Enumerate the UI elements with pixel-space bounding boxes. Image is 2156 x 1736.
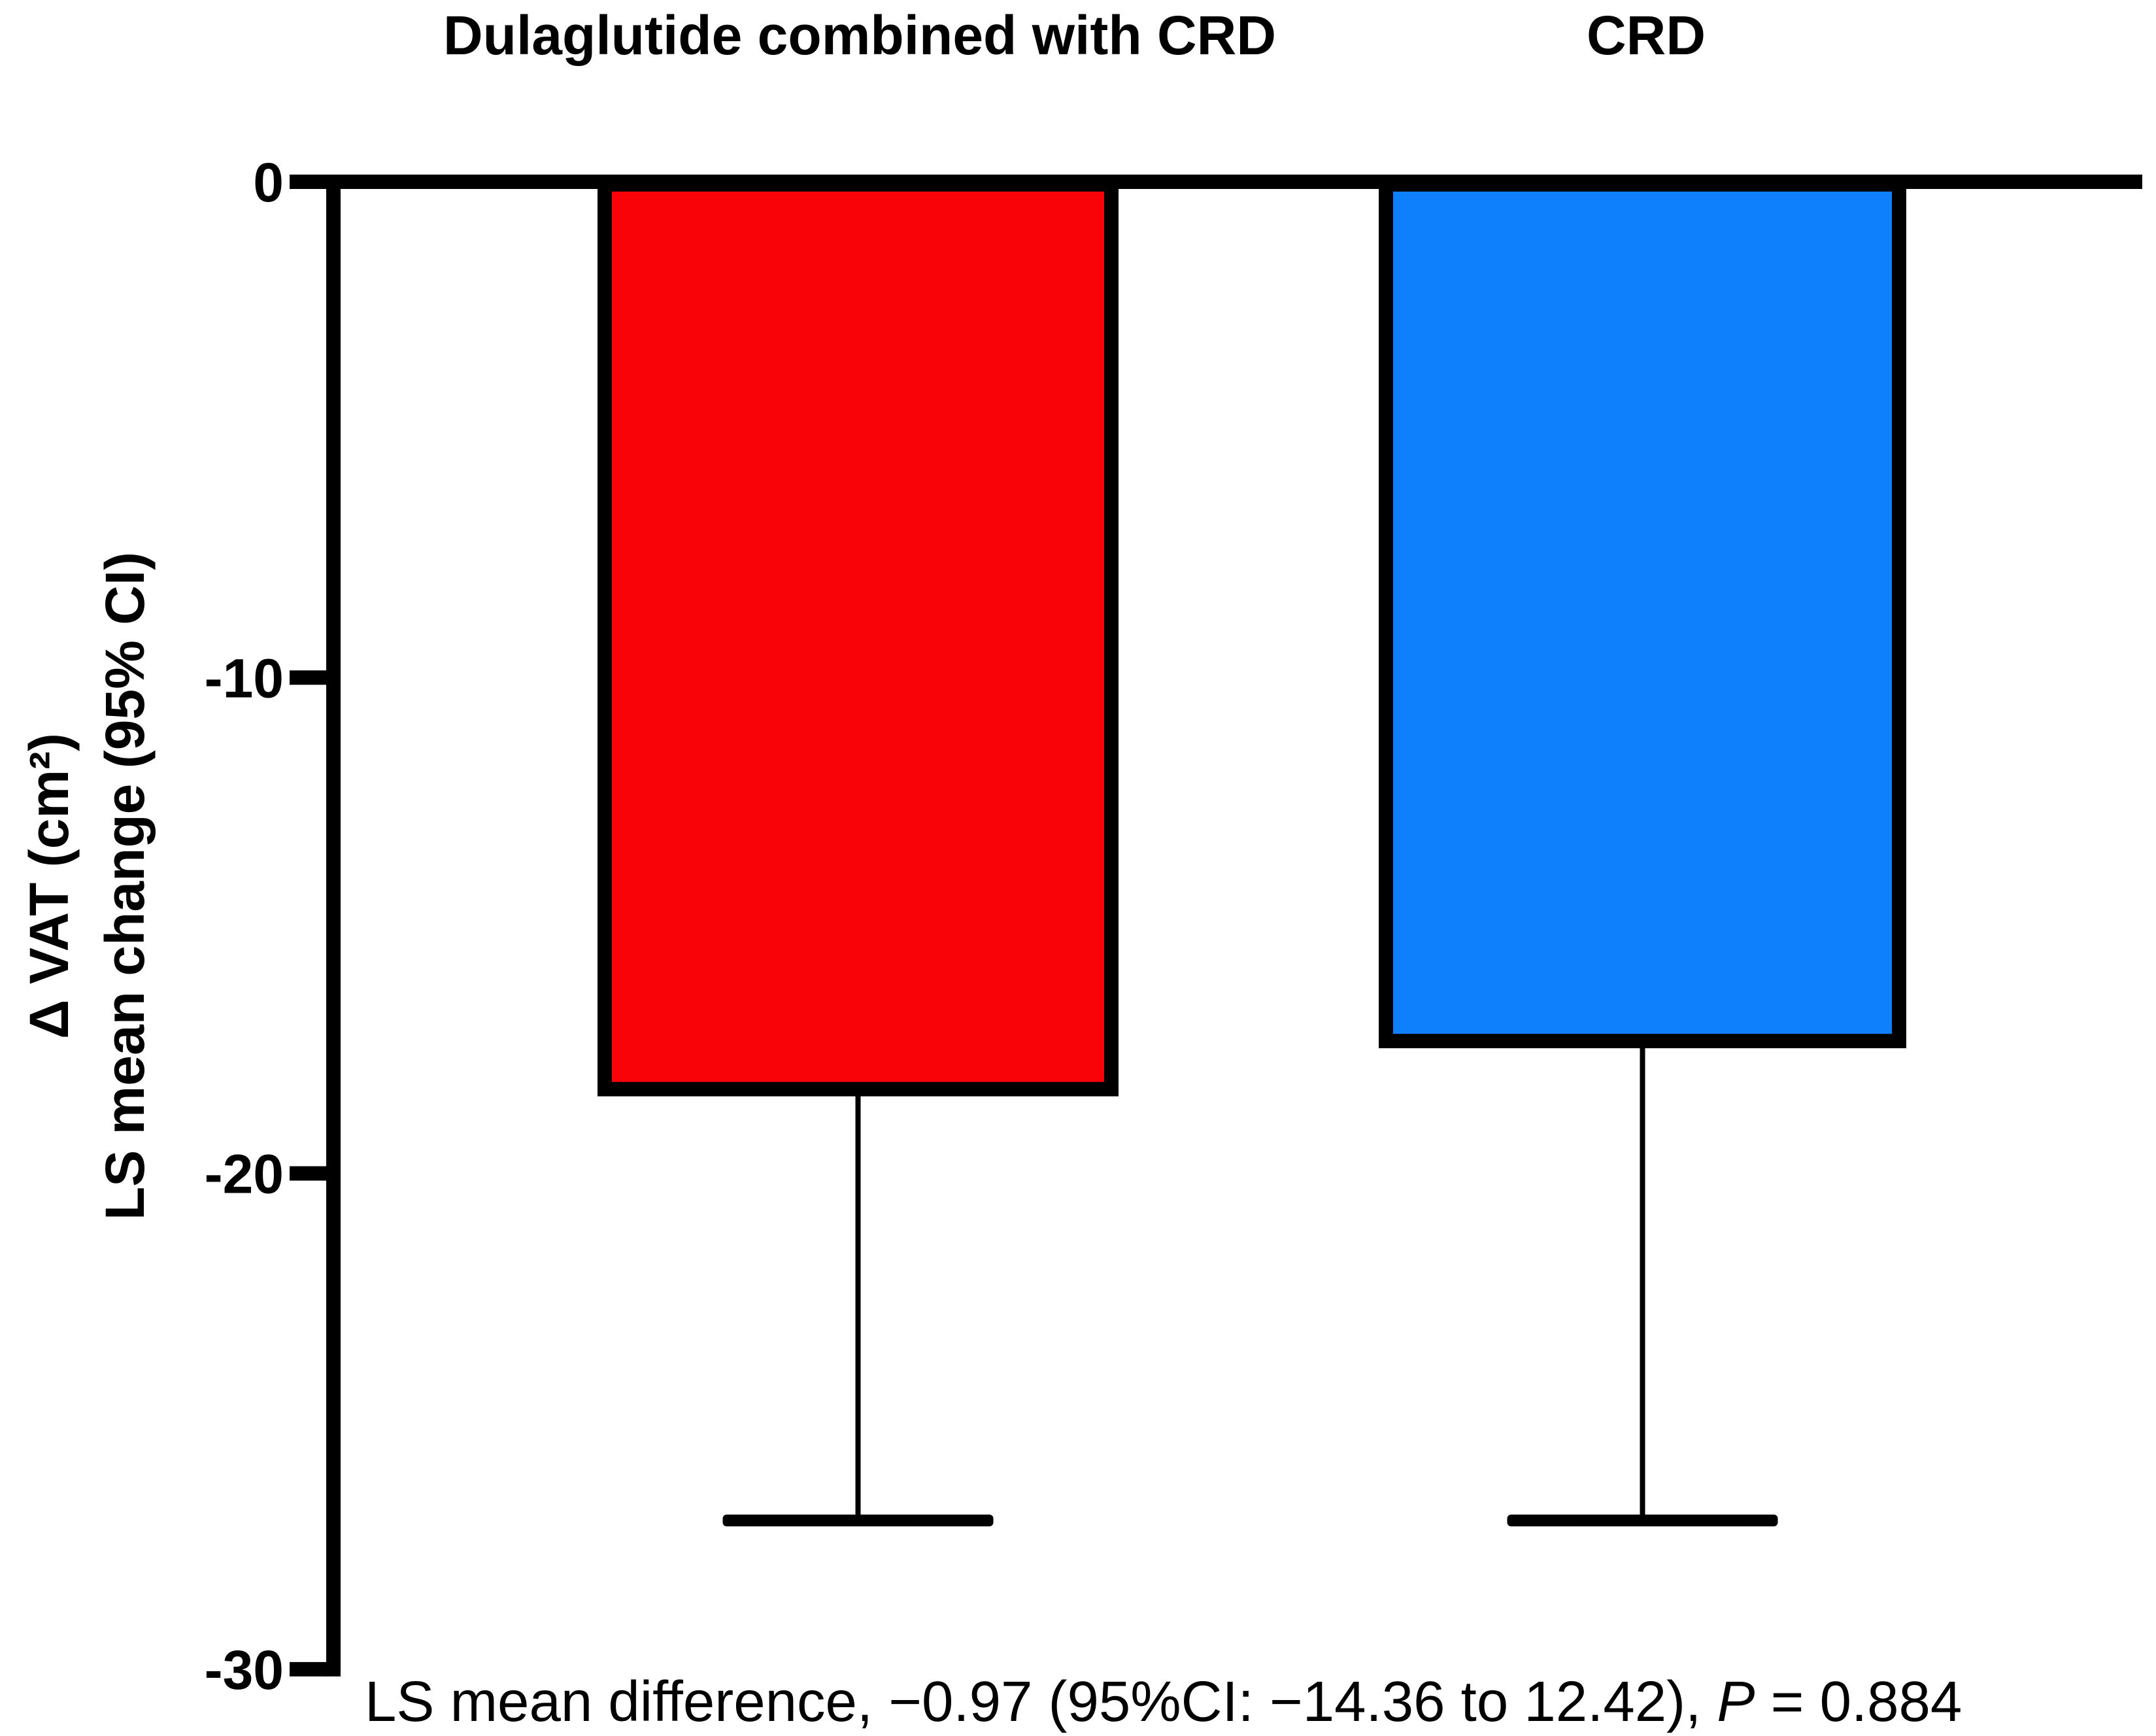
y-tick--30 bbox=[290, 1661, 329, 1676]
y-tick-label--20: -20 bbox=[205, 1144, 284, 1205]
y-tick--10 bbox=[290, 670, 329, 685]
y-axis-label-line1: Δ VAT (cm²) bbox=[18, 733, 80, 1039]
y-axis-label-line2: LS mean change (95% CI) bbox=[94, 551, 156, 1221]
x-axis-baseline bbox=[326, 175, 2142, 189]
y-tick-label--30: -30 bbox=[205, 1639, 284, 1701]
error-bar-cap-dulaglutide-crd bbox=[722, 1514, 994, 1527]
annotation-p-value: = 0.884 bbox=[1755, 1670, 1962, 1733]
y-tick-label-0: 0 bbox=[253, 152, 284, 213]
error-bar-cap-crd bbox=[1507, 1514, 1778, 1527]
annotation-p-label: P bbox=[1717, 1670, 1755, 1733]
column-title-crd: CRD bbox=[1587, 5, 1706, 66]
y-tick-0 bbox=[290, 175, 329, 189]
error-bar-stem-dulaglutide-crd bbox=[855, 1089, 861, 1521]
y-tick--20 bbox=[290, 1166, 329, 1181]
y-axis-line bbox=[326, 175, 341, 1676]
y-axis-label: Δ VAT (cm²) LS mean change (95% CI) bbox=[11, 552, 163, 1220]
ls-mean-difference-annotation: LS mean difference, −0.97 (95%CI: −14.36… bbox=[365, 1669, 1962, 1735]
error-bar-stem-crd bbox=[1640, 1041, 1645, 1521]
y-tick-label--10: -10 bbox=[205, 647, 284, 709]
bar-crd bbox=[1379, 177, 1906, 1049]
column-title-dulaglutide-crd: Dulaglutide combined with CRD bbox=[443, 5, 1276, 66]
bar-dulaglutide-crd bbox=[598, 177, 1119, 1097]
annotation-prefix: LS mean difference, −0.97 (95%CI: −14.36… bbox=[365, 1670, 1717, 1733]
